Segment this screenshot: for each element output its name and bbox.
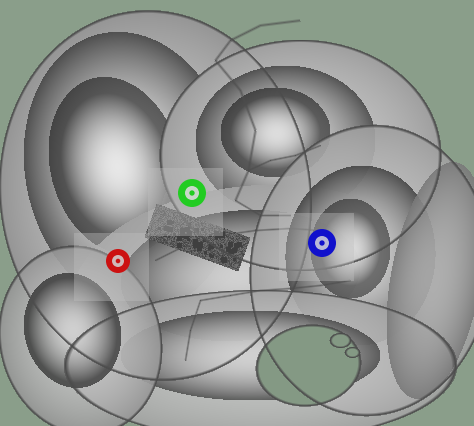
Circle shape [178,179,206,207]
Circle shape [315,236,329,250]
Circle shape [189,190,195,196]
Bar [148,168,223,236]
Circle shape [319,240,325,246]
Circle shape [112,255,124,267]
Bar [74,233,149,301]
Circle shape [116,259,120,263]
Circle shape [308,229,336,257]
Bar [279,213,354,281]
Circle shape [106,249,130,273]
Circle shape [185,186,199,200]
